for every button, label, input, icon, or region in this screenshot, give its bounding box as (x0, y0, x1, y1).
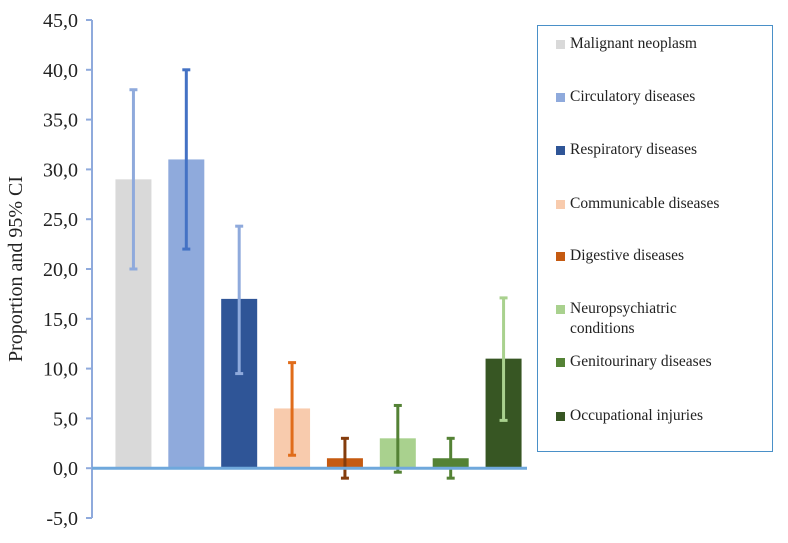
legend-swatch (556, 146, 565, 155)
legend-item: Genitourinary diseases (556, 352, 766, 372)
legend-item: Communicable diseases (556, 194, 766, 214)
y-tick-label: 0,0 (53, 458, 78, 480)
legend-swatch (556, 305, 565, 314)
y-tick-label: 20,0 (43, 259, 78, 281)
legend-label: Digestive diseases (570, 247, 685, 264)
legend-item: Malignant neoplasm (556, 34, 766, 54)
y-tick-label: 5,0 (53, 408, 78, 430)
legend-label: Respiratory diseases (570, 141, 697, 158)
legend-item: Digestive diseases (556, 246, 766, 266)
y-tick-label: 15,0 (43, 309, 78, 331)
y-tick-label: 35,0 (43, 110, 78, 132)
legend-swatch (556, 252, 565, 261)
legend-label: Occupational injuries (570, 407, 703, 424)
legend-item: Respiratory diseases (556, 140, 766, 160)
legend-label: Circulatory diseases (570, 88, 696, 105)
y-tick-label: 40,0 (43, 60, 78, 82)
legend: Malignant neoplasm Circulatory diseases Re… (537, 25, 773, 452)
legend-swatch (556, 93, 565, 102)
y-tick-label: -5,0 (46, 508, 78, 530)
y-axis-label: Proportion and 95% CI (5, 176, 27, 362)
y-tick-label: 45,0 (43, 10, 78, 32)
y-tick-label: 25,0 (43, 209, 78, 231)
legend-label: Malignant neoplasm (570, 35, 697, 52)
legend-item: Occupational injuries (556, 406, 766, 426)
bars (115, 159, 522, 469)
legend-swatch (556, 412, 565, 421)
legend-swatch (556, 40, 565, 49)
y-axis: -5,0 0,0 5,0 10,0 15,0 20,0 25,0 30,0 35,0 40,0 45… (43, 10, 93, 530)
legend-item: Circulatory diseases (556, 87, 766, 107)
legend-swatch (556, 200, 565, 209)
error-bars (129, 68, 508, 480)
legend-label: Neuropsychiatric conditions (570, 300, 677, 337)
legend-swatch (556, 358, 565, 367)
y-tick-label: 10,0 (43, 359, 78, 381)
legend-item: Neuropsychiatric conditions (556, 299, 766, 339)
legend-label: Communicable diseases (570, 195, 720, 212)
y-tick-label: 30,0 (43, 159, 78, 181)
legend-label: Genitourinary diseases (570, 353, 712, 370)
